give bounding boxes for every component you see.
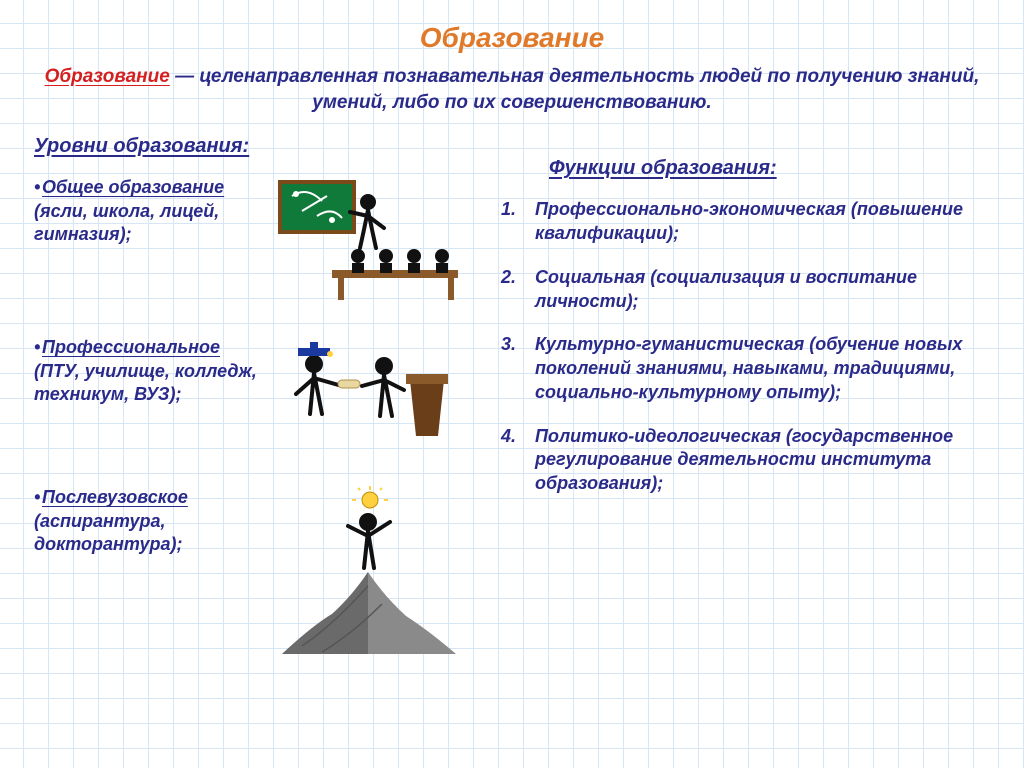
definition-dash: — [170, 66, 200, 87]
function-name: Культурно-гуманистическая [535, 334, 809, 354]
classroom-icon [264, 176, 469, 306]
level-name: Послевузовское [42, 487, 188, 507]
level-detail: (ясли, школа, лицей, гимназия); [34, 201, 219, 244]
level-detail: (аспирантура, докторантура); [34, 511, 182, 554]
function-name: Социальная [535, 267, 650, 287]
function-name: Профессионально-экономическая [535, 199, 851, 219]
definition-term: Образование [45, 66, 170, 87]
level-item: •Послевузовское (аспирантура, докторанту… [34, 486, 469, 656]
levels-heading: Уровни образования: [34, 135, 469, 158]
level-item: •Профессиональное (ПТУ, училище, колледж… [34, 336, 469, 456]
functions-column: Функции образования: Профессионально-эко… [479, 129, 990, 656]
page-title: Образование [30, 22, 994, 54]
diploma-icon [264, 336, 469, 456]
level-item: •Общее образование (ясли, школа, лицей, … [34, 176, 469, 306]
level-name: Общее образование [42, 177, 224, 197]
function-item: Социальная (социализация и воспитание ли… [501, 266, 990, 314]
level-detail: (ПТУ, училище, колледж, техникум, ВУЗ); [34, 361, 257, 404]
level-name: Профессиональное [42, 337, 220, 357]
functions-heading: Функции образования: [549, 157, 990, 180]
definition-block: Образование — целенаправленная познавате… [30, 64, 994, 129]
functions-list: Профессионально-экономическая (повышение… [489, 198, 990, 496]
function-item: Культурно-гуманистическая (обучение новы… [501, 333, 990, 404]
function-item: Профессионально-экономическая (повышение… [501, 198, 990, 246]
levels-column: Уровни образования: •Общее образование (… [34, 129, 469, 656]
slide: Образование Образование — целенаправленн… [0, 0, 1024, 768]
definition-text: целенаправленная познавательная деятельн… [199, 66, 979, 113]
function-name: Политико-идеологическая [535, 426, 786, 446]
function-item: Политико-идеологическая (государственное… [501, 425, 990, 496]
mountain-icon [264, 486, 469, 656]
